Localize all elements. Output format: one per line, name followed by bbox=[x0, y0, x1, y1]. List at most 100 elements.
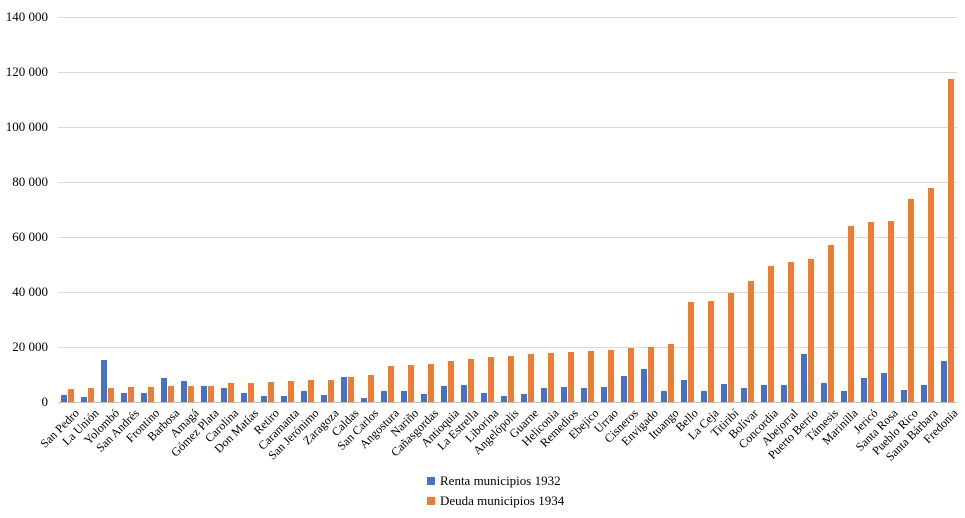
bar-deuda bbox=[328, 379, 335, 402]
bar-deuda bbox=[488, 357, 495, 402]
category-slot bbox=[478, 17, 498, 402]
category-slot bbox=[777, 17, 797, 402]
category-slot bbox=[697, 17, 717, 402]
bar-deuda bbox=[148, 386, 155, 402]
gridline bbox=[58, 236, 957, 238]
y-axis-tick-labels: 0 20 000 40 000 60 000 80 000 100 000 120 000 1… bbox=[0, 9, 52, 409]
bar-renta bbox=[481, 393, 488, 402]
bar-deuda bbox=[547, 353, 554, 402]
y-tick-label: 140 000 bbox=[5, 9, 48, 24]
category-slot bbox=[917, 17, 937, 402]
gridline bbox=[58, 126, 957, 128]
category-slot bbox=[737, 17, 757, 402]
y-tick-label: 100 000 bbox=[5, 119, 48, 134]
category-slot bbox=[857, 17, 877, 402]
bar-deuda bbox=[268, 381, 275, 402]
category-slot bbox=[597, 17, 617, 402]
bar-renta bbox=[421, 394, 428, 402]
bar-deuda bbox=[507, 355, 514, 402]
bar-deuda bbox=[707, 300, 714, 402]
renta-series-swatch-icon bbox=[427, 477, 435, 485]
bar-renta bbox=[161, 378, 168, 402]
category-slot bbox=[817, 17, 837, 402]
bar-deuda bbox=[228, 383, 235, 402]
category-slot bbox=[378, 17, 398, 402]
bar-renta bbox=[101, 359, 108, 402]
bar-deuda bbox=[887, 220, 894, 402]
category-slot bbox=[577, 17, 597, 402]
bar-renta bbox=[720, 384, 727, 402]
gridline bbox=[58, 291, 957, 293]
bar-renta bbox=[920, 385, 927, 402]
category-slot bbox=[438, 17, 458, 402]
bar-deuda bbox=[567, 351, 574, 402]
category-slot bbox=[258, 17, 278, 402]
category-slot bbox=[498, 17, 518, 402]
bar-renta bbox=[820, 382, 827, 402]
category-slot bbox=[118, 17, 138, 402]
bar-deuda bbox=[108, 388, 115, 402]
category-slot bbox=[677, 17, 697, 402]
bar-deuda bbox=[128, 386, 135, 402]
bar-renta bbox=[301, 391, 308, 402]
legend-item-deuda: Deuda municipios 1934 bbox=[427, 493, 564, 509]
legend-label-deuda: Deuda municipios 1934 bbox=[440, 493, 565, 508]
bar-deuda bbox=[288, 380, 295, 402]
bar-deuda bbox=[348, 376, 355, 402]
gridline bbox=[58, 181, 957, 183]
category-slot bbox=[557, 17, 577, 402]
bar-deuda bbox=[727, 292, 734, 402]
bar-deuda bbox=[687, 301, 694, 402]
bar-renta bbox=[760, 385, 767, 402]
bar-renta bbox=[940, 360, 947, 402]
bar-renta bbox=[540, 387, 547, 402]
bar-deuda bbox=[388, 365, 395, 402]
gridline bbox=[58, 71, 957, 73]
category-slot bbox=[897, 17, 917, 402]
legend-item-renta: Renta municipios 1932 bbox=[427, 473, 564, 489]
category-slot bbox=[657, 17, 677, 402]
category-slot bbox=[837, 17, 857, 402]
gridline bbox=[58, 346, 957, 348]
bar-deuda bbox=[667, 344, 674, 402]
bar-deuda bbox=[428, 363, 435, 402]
category-slot bbox=[98, 17, 118, 402]
bar-deuda bbox=[88, 388, 95, 402]
bar-deuda bbox=[807, 259, 814, 402]
y-tick-label: 40 000 bbox=[12, 284, 48, 299]
bar-deuda bbox=[827, 245, 834, 402]
bar-renta bbox=[381, 391, 388, 402]
bar-deuda bbox=[747, 281, 754, 402]
bar-renta bbox=[900, 390, 907, 402]
bar-deuda bbox=[248, 382, 255, 402]
legend-label-renta: Renta municipios 1932 bbox=[440, 473, 561, 488]
bar-deuda bbox=[527, 354, 534, 402]
bar-renta bbox=[680, 379, 687, 402]
category-slot bbox=[278, 17, 298, 402]
bar-renta bbox=[201, 385, 208, 402]
category-slot bbox=[797, 17, 817, 402]
category-slot bbox=[338, 17, 358, 402]
category-slot bbox=[637, 17, 657, 402]
category-slot bbox=[937, 17, 957, 402]
bar-renta bbox=[880, 373, 887, 402]
category-slot bbox=[198, 17, 218, 402]
category-slot bbox=[418, 17, 438, 402]
category-slot bbox=[458, 17, 478, 402]
bar-deuda bbox=[927, 187, 934, 402]
y-tick-label: 60 000 bbox=[12, 229, 48, 244]
bar-renta bbox=[221, 388, 228, 402]
y-tick-label: 0 bbox=[41, 394, 49, 409]
category-slot bbox=[398, 17, 418, 402]
bar-renta bbox=[181, 380, 188, 402]
bar-deuda bbox=[767, 265, 774, 402]
bar-deuda bbox=[907, 198, 914, 402]
category-slot bbox=[318, 17, 338, 402]
bar-renta bbox=[61, 395, 68, 402]
bar-renta bbox=[461, 385, 468, 402]
plot-area bbox=[58, 16, 957, 403]
bar-deuda bbox=[867, 221, 874, 402]
bar-deuda bbox=[947, 78, 954, 402]
bar-deuda bbox=[308, 380, 315, 402]
